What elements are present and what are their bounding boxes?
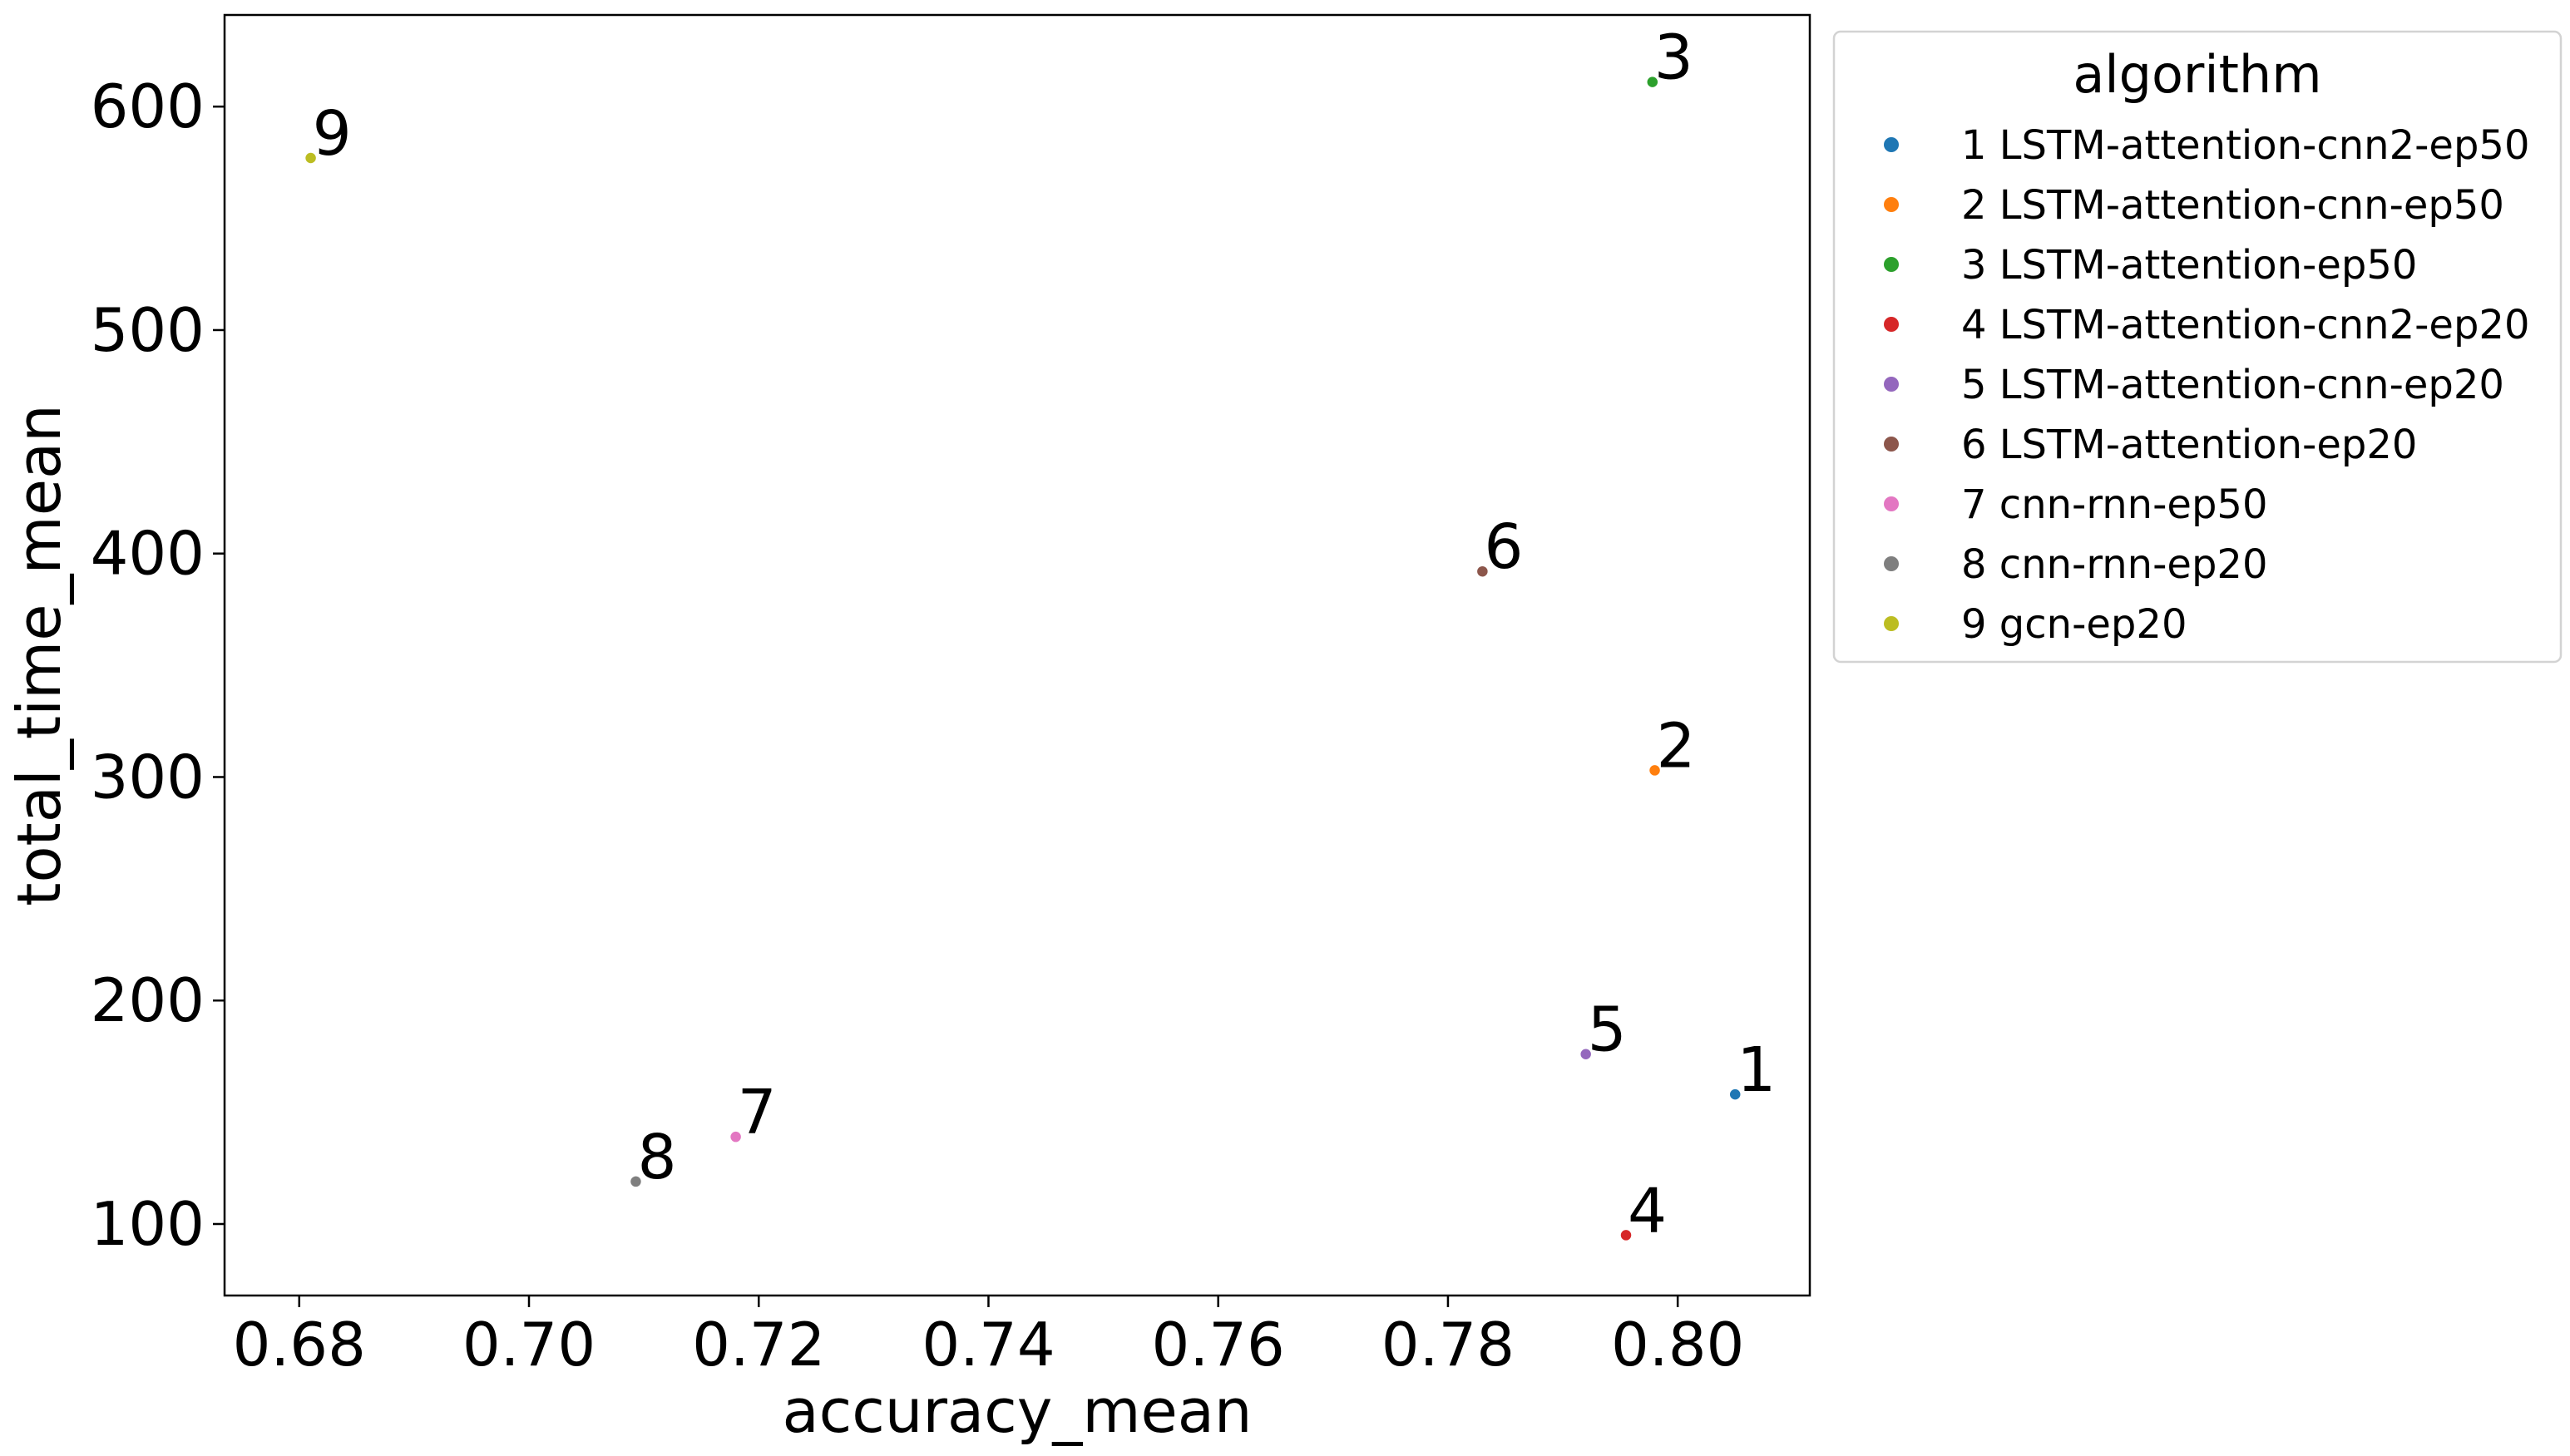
legend-entry: 2 LSTM-attention-cnn-ep50 [1961, 182, 2504, 229]
legend-title: algorithm [2073, 44, 2321, 105]
data-point [729, 1130, 743, 1143]
legend-marker [1884, 317, 1899, 332]
x-axis: 0.68 0.70 0.72 0.74 0.76 0.78 0.80 [233, 1296, 1744, 1379]
legend-marker [1884, 377, 1899, 392]
legend-entry: 6 LSTM-attention-ep20 [1961, 422, 2417, 468]
data-label: 1 [1737, 1034, 1776, 1106]
data-point [304, 151, 318, 165]
data-points: 1 2 3 4 5 6 78 9 [304, 22, 1776, 1246]
legend-marker [1884, 556, 1899, 571]
x-tick-label: 0.80 [1611, 1310, 1744, 1379]
data-label: 7 [738, 1077, 777, 1148]
x-tick-label: 0.74 [922, 1310, 1055, 1379]
legend-entry: 9 gcn-ep20 [1961, 601, 2187, 648]
legend-box [1832, 30, 2563, 664]
y-tick-label: 300 [91, 742, 205, 812]
data-point [1646, 75, 1659, 89]
x-tick-label: 0.72 [692, 1310, 825, 1379]
data-label: 3 [1654, 22, 1693, 94]
legend-marker [1884, 496, 1899, 511]
y-axis: 100 200 300 400 500 600 [91, 72, 225, 1259]
legend-entry: 8 cnn-rnn-ep20 [1961, 541, 2267, 588]
legend-marker [1884, 437, 1899, 452]
legend: algorithm 1 LSTM-attention-cnn2-ep50 2 LS… [1832, 30, 2563, 664]
data-label: 9 [313, 98, 352, 170]
x-tick-label: 0.70 [462, 1310, 596, 1379]
legend-marker [1884, 197, 1899, 212]
data-label: 8 [637, 1122, 676, 1193]
data-label: 6 [1484, 511, 1523, 583]
data-label: 2 [1657, 710, 1696, 782]
legend-items: 1 LSTM-attention-cnn2-ep50 2 LSTM-attenti… [1884, 122, 2530, 648]
y-axis-label: total_time_mean [4, 404, 74, 906]
legend-entry: 7 cnn-rnn-ep50 [1961, 481, 2267, 528]
data-point [1579, 1047, 1593, 1061]
legend-entry: 4 LSTM-attention-cnn2-ep20 [1961, 302, 2530, 348]
legend-marker [1884, 616, 1899, 631]
legend-entry: 5 LSTM-attention-cnn-ep20 [1961, 362, 2504, 408]
x-tick-label: 0.68 [233, 1310, 366, 1379]
data-point [1728, 1088, 1742, 1101]
data-point [1619, 1228, 1633, 1242]
x-tick-label: 0.76 [1152, 1310, 1285, 1379]
data-point [1648, 763, 1662, 777]
data-label: 4 [1628, 1175, 1667, 1246]
plot-area [223, 13, 1811, 1297]
data-point [629, 1175, 643, 1188]
y-tick-label: 400 [91, 519, 205, 589]
legend-marker [1884, 137, 1899, 152]
legend-marker [1884, 257, 1899, 272]
y-tick-label: 100 [91, 1189, 205, 1259]
y-tick-label: 500 [91, 295, 205, 365]
data-label: 5 [1588, 995, 1627, 1066]
x-tick-label: 0.78 [1381, 1310, 1515, 1379]
legend-entry: 3 LSTM-attention-ep50 [1961, 242, 2417, 289]
data-point [1475, 565, 1490, 578]
y-tick-label: 600 [91, 72, 205, 141]
x-axis-label: accuracy_mean [782, 1376, 1252, 1446]
y-tick-label: 200 [91, 965, 205, 1035]
legend-entry: 1 LSTM-attention-cnn2-ep50 [1961, 122, 2530, 169]
